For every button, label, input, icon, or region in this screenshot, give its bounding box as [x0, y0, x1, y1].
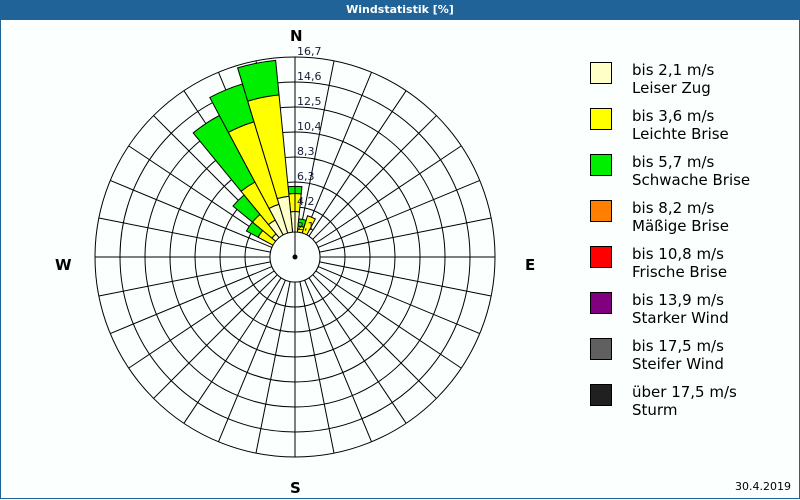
compass-south-label: S	[290, 479, 301, 497]
legend-label: bis 17,5 m/s Steifer Wind	[632, 337, 724, 373]
rose-spoke	[308, 90, 407, 237]
rose-spoke	[110, 180, 273, 248]
rose-spoke	[308, 277, 407, 424]
legend-label: bis 8,2 m/s Mäßige Brise	[632, 199, 729, 235]
legend-swatch	[590, 154, 612, 176]
radial-tick-label: 6,3	[297, 170, 315, 183]
rose-spoke	[128, 270, 275, 369]
rose-spoke	[319, 261, 492, 297]
rose-spoke	[315, 270, 462, 369]
compass-west-label: W	[55, 256, 72, 274]
rose-spoke	[312, 274, 437, 399]
legend-label: bis 13,9 m/s Starker Wind	[632, 291, 729, 327]
rose-spoke	[317, 266, 480, 334]
rose-spoke	[299, 60, 335, 233]
rose-spoke	[304, 72, 372, 235]
wind-bar-segment	[237, 59, 280, 102]
legend-swatch	[590, 108, 612, 130]
wind-rose-chart: 2,1 4,2 6,3 8,3 10,4 12,5 14,6 16,7	[94, 45, 496, 458]
legend-swatch	[590, 200, 612, 222]
radial-tick-label: 2,1	[297, 220, 315, 233]
legend-label: bis 3,6 m/s Leichte Brise	[632, 107, 729, 143]
rose-spoke	[110, 266, 273, 334]
rose-spoke	[153, 274, 278, 399]
window-title: Windstatistik [%]	[0, 0, 800, 20]
rose-spoke	[98, 217, 271, 253]
radial-tick-label: 14,6	[297, 70, 322, 83]
compass-north-label: N	[290, 27, 303, 45]
rose-spoke	[317, 180, 480, 248]
chart-panel: 2,1 4,2 6,3 8,3 10,4 12,5 14,6 16,7 N E S W bis…	[0, 20, 800, 499]
radial-tick-label: 10,4	[297, 120, 322, 133]
legend-label: bis 2,1 m/s Leiser Zug	[632, 61, 715, 97]
rose-spoke	[255, 281, 291, 454]
rose-spoke	[315, 145, 462, 244]
radial-tick-label: 12,5	[297, 95, 322, 108]
rose-spoke	[218, 279, 286, 442]
rose-spoke	[98, 261, 271, 297]
rose-spoke	[183, 277, 282, 424]
legend-label: bis 10,8 m/s Frische Brise	[632, 245, 728, 281]
legend-label: über 17,5 m/s Sturm	[632, 383, 737, 419]
radial-tick-label: 4,2	[297, 195, 315, 208]
rose-spoke	[319, 217, 492, 253]
rose-spoke	[312, 115, 437, 240]
date-label: 30.4.2019	[735, 480, 791, 493]
radial-tick-label: 16,7	[297, 45, 322, 58]
rose-spoke	[299, 281, 335, 454]
legend-swatch	[590, 292, 612, 314]
legend-swatch	[590, 338, 612, 360]
rose-spoke	[304, 279, 372, 442]
legend-label: bis 5,7 m/s Schwache Brise	[632, 153, 751, 189]
legend-swatch	[590, 246, 612, 268]
legend-swatch	[590, 62, 612, 84]
compass-east-label: E	[525, 256, 536, 274]
radial-tick-label: 8,3	[297, 145, 315, 158]
legend-swatch	[590, 384, 612, 406]
